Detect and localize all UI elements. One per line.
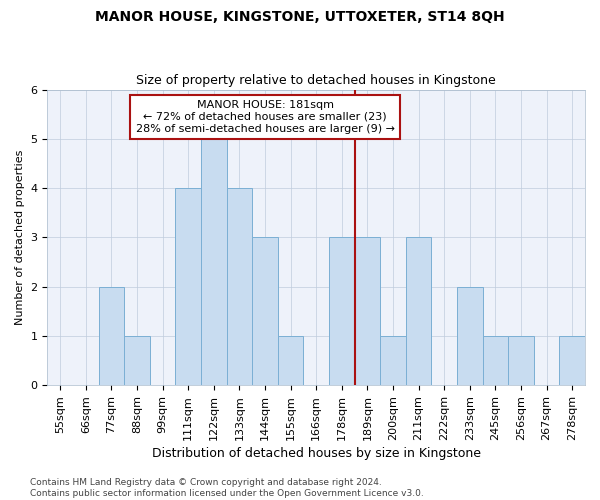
Text: Contains HM Land Registry data © Crown copyright and database right 2024.
Contai: Contains HM Land Registry data © Crown c… — [30, 478, 424, 498]
Title: Size of property relative to detached houses in Kingstone: Size of property relative to detached ho… — [136, 74, 496, 87]
Bar — [227, 188, 252, 385]
Bar — [278, 336, 304, 385]
Bar — [201, 139, 227, 385]
Bar — [124, 336, 150, 385]
Bar — [355, 238, 380, 385]
Bar — [252, 238, 278, 385]
Text: MANOR HOUSE, KINGSTONE, UTTOXETER, ST14 8QH: MANOR HOUSE, KINGSTONE, UTTOXETER, ST14 … — [95, 10, 505, 24]
Bar — [482, 336, 508, 385]
Bar — [175, 188, 201, 385]
Bar — [508, 336, 534, 385]
Bar — [457, 286, 482, 385]
Bar — [329, 238, 355, 385]
Bar — [98, 286, 124, 385]
X-axis label: Distribution of detached houses by size in Kingstone: Distribution of detached houses by size … — [152, 447, 481, 460]
Y-axis label: Number of detached properties: Number of detached properties — [15, 150, 25, 325]
Bar — [380, 336, 406, 385]
Bar — [559, 336, 585, 385]
Text: MANOR HOUSE: 181sqm
← 72% of detached houses are smaller (23)
28% of semi-detach: MANOR HOUSE: 181sqm ← 72% of detached ho… — [136, 100, 395, 134]
Bar — [406, 238, 431, 385]
